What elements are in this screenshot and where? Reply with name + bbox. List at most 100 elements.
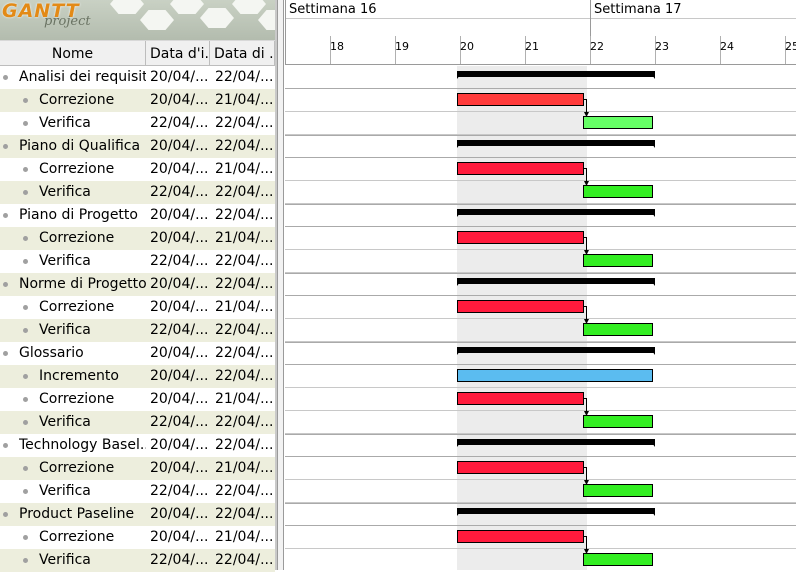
task-row[interactable]: Norme di Progetto 20/04/... 22/04/... xyxy=(0,273,275,296)
summary-bar[interactable] xyxy=(457,71,655,77)
task-bar-correction[interactable] xyxy=(457,392,584,405)
task-start-date[interactable]: 20/04/... xyxy=(150,437,209,453)
task-bar-verify[interactable] xyxy=(583,553,653,566)
task-row[interactable]: Correzione 20/04/... 21/04/... xyxy=(0,388,275,411)
task-name[interactable]: Verifica xyxy=(39,184,91,200)
task-name[interactable]: Correzione xyxy=(39,92,115,108)
task-end-date[interactable]: 22/04/... xyxy=(215,368,273,384)
task-end-date[interactable]: 22/04/... xyxy=(215,437,273,453)
task-start-date[interactable]: 20/04/... xyxy=(150,92,209,108)
task-end-date[interactable]: 21/04/... xyxy=(215,161,273,177)
task-end-date[interactable]: 21/04/... xyxy=(215,391,273,407)
task-bar-correction[interactable] xyxy=(457,530,584,543)
task-start-date[interactable]: 22/04/... xyxy=(150,414,209,430)
task-start-date[interactable]: 20/04/... xyxy=(150,207,209,223)
task-end-date[interactable]: 22/04/... xyxy=(215,138,273,154)
task-bar-verify[interactable] xyxy=(583,185,653,198)
task-start-date[interactable]: 22/04/... xyxy=(150,322,209,338)
task-row[interactable]: Piano di Qualifica 20/04/... 22/04/... xyxy=(0,135,275,158)
task-end-date[interactable]: 22/04/... xyxy=(215,69,273,85)
task-end-date[interactable]: 21/04/... xyxy=(215,529,273,545)
task-row[interactable]: Incremento 20/04/... 22/04/... xyxy=(0,365,275,388)
task-start-date[interactable]: 20/04/... xyxy=(150,161,209,177)
task-row[interactable]: Piano di Progetto 20/04/... 22/04/... xyxy=(0,204,275,227)
task-end-date[interactable]: 21/04/... xyxy=(215,92,273,108)
task-name[interactable]: Verifica xyxy=(39,483,91,499)
task-name[interactable]: Verifica xyxy=(39,253,91,269)
task-start-date[interactable]: 22/04/... xyxy=(150,115,209,131)
task-name[interactable]: Piano di Qualifica xyxy=(19,138,141,154)
summary-bar[interactable] xyxy=(457,347,655,353)
task-start-date[interactable]: 20/04/... xyxy=(150,69,209,85)
task-name[interactable]: Piano di Progetto xyxy=(19,207,138,223)
summary-bar[interactable] xyxy=(457,439,655,445)
task-row[interactable]: Glossario 20/04/... 22/04/... xyxy=(0,342,275,365)
task-name[interactable]: Incremento xyxy=(39,368,119,384)
task-row[interactable]: Product Paseline 20/04/... 22/04/... xyxy=(0,503,275,526)
task-row[interactable]: Verifica 22/04/... 22/04/... xyxy=(0,319,275,342)
task-row[interactable]: Verifica 22/04/... 22/04/... xyxy=(0,480,275,503)
task-bar-verify[interactable] xyxy=(583,323,653,336)
task-bar-correction[interactable] xyxy=(457,231,584,244)
task-start-date[interactable]: 20/04/... xyxy=(150,368,209,384)
task-bar-verify[interactable] xyxy=(583,415,653,428)
summary-bar[interactable] xyxy=(457,140,655,146)
task-name[interactable]: Technology Basel... xyxy=(19,437,146,453)
task-name[interactable]: Verifica xyxy=(39,552,91,568)
task-row[interactable]: Correzione 20/04/... 21/04/... xyxy=(0,526,275,549)
task-name[interactable]: Correzione xyxy=(39,161,115,177)
task-end-date[interactable]: 22/04/... xyxy=(215,276,273,292)
task-end-date[interactable]: 21/04/... xyxy=(215,299,273,315)
task-bar-verify[interactable] xyxy=(583,254,653,267)
task-name[interactable]: Correzione xyxy=(39,391,115,407)
task-name[interactable]: Glossario xyxy=(19,345,84,361)
task-name[interactable]: Correzione xyxy=(39,299,115,315)
task-start-date[interactable]: 22/04/... xyxy=(150,253,209,269)
task-name[interactable]: Correzione xyxy=(39,529,115,545)
splitter-handle[interactable] xyxy=(277,0,284,570)
task-end-date[interactable]: 22/04/... xyxy=(215,414,273,430)
task-end-date[interactable]: 21/04/... xyxy=(215,230,273,246)
task-bar-increment[interactable] xyxy=(457,369,653,382)
task-row[interactable]: Technology Basel... 20/04/... 22/04/... xyxy=(0,434,275,457)
task-name[interactable]: Verifica xyxy=(39,414,91,430)
task-name[interactable]: Verifica xyxy=(39,322,91,338)
task-row[interactable]: Correzione 20/04/... 21/04/... xyxy=(0,227,275,250)
task-end-date[interactable]: 22/04/... xyxy=(215,552,273,568)
task-start-date[interactable]: 20/04/... xyxy=(150,230,209,246)
task-bar-verify[interactable] xyxy=(583,116,653,129)
task-row[interactable]: Verifica 22/04/... 22/04/... xyxy=(0,411,275,434)
task-name[interactable]: Verifica xyxy=(39,115,91,131)
task-start-date[interactable]: 20/04/... xyxy=(150,345,209,361)
task-end-date[interactable]: 22/04/... xyxy=(215,322,273,338)
task-name[interactable]: Norme di Progetto xyxy=(19,276,146,292)
task-row[interactable]: Correzione 20/04/... 21/04/... xyxy=(0,457,275,480)
summary-bar[interactable] xyxy=(457,508,655,514)
summary-bar[interactable] xyxy=(457,209,655,215)
task-start-date[interactable]: 22/04/... xyxy=(150,184,209,200)
task-row[interactable]: Verifica 22/04/... 22/04/... xyxy=(0,181,275,204)
task-start-date[interactable]: 20/04/... xyxy=(150,138,209,154)
task-name[interactable]: Correzione xyxy=(39,230,115,246)
task-bar-verify[interactable] xyxy=(583,484,653,497)
task-end-date[interactable]: 22/04/... xyxy=(215,207,273,223)
task-end-date[interactable]: 22/04/... xyxy=(215,184,273,200)
task-row[interactable]: Verifica 22/04/... 22/04/... xyxy=(0,250,275,273)
task-start-date[interactable]: 22/04/... xyxy=(150,552,209,568)
task-start-date[interactable]: 20/04/... xyxy=(150,391,209,407)
task-start-date[interactable]: 20/04/... xyxy=(150,506,209,522)
task-row[interactable]: Analisi dei requisiti 20/04/... 22/04/... xyxy=(0,66,275,89)
task-end-date[interactable]: 22/04/... xyxy=(215,506,273,522)
gantt-chart[interactable]: Settimana 16 Settimana 17 18 19 20 21 22 23 24 25 xyxy=(285,0,796,570)
task-row[interactable]: Correzione 20/04/... 21/04/... xyxy=(0,158,275,181)
task-end-date[interactable]: 22/04/... xyxy=(215,483,273,499)
task-start-date[interactable]: 22/04/... xyxy=(150,483,209,499)
task-row[interactable]: Verifica 22/04/... 22/04/... xyxy=(0,112,275,135)
column-header-start[interactable]: Data d'i... xyxy=(146,41,210,65)
column-header-name[interactable]: Nome xyxy=(0,41,146,65)
task-row[interactable]: Verifica 22/04/... 22/04/... xyxy=(0,549,275,572)
task-bar-correction[interactable] xyxy=(457,162,584,175)
summary-bar[interactable] xyxy=(457,278,655,284)
task-bar-correction[interactable] xyxy=(457,300,584,313)
task-start-date[interactable]: 20/04/... xyxy=(150,460,209,476)
